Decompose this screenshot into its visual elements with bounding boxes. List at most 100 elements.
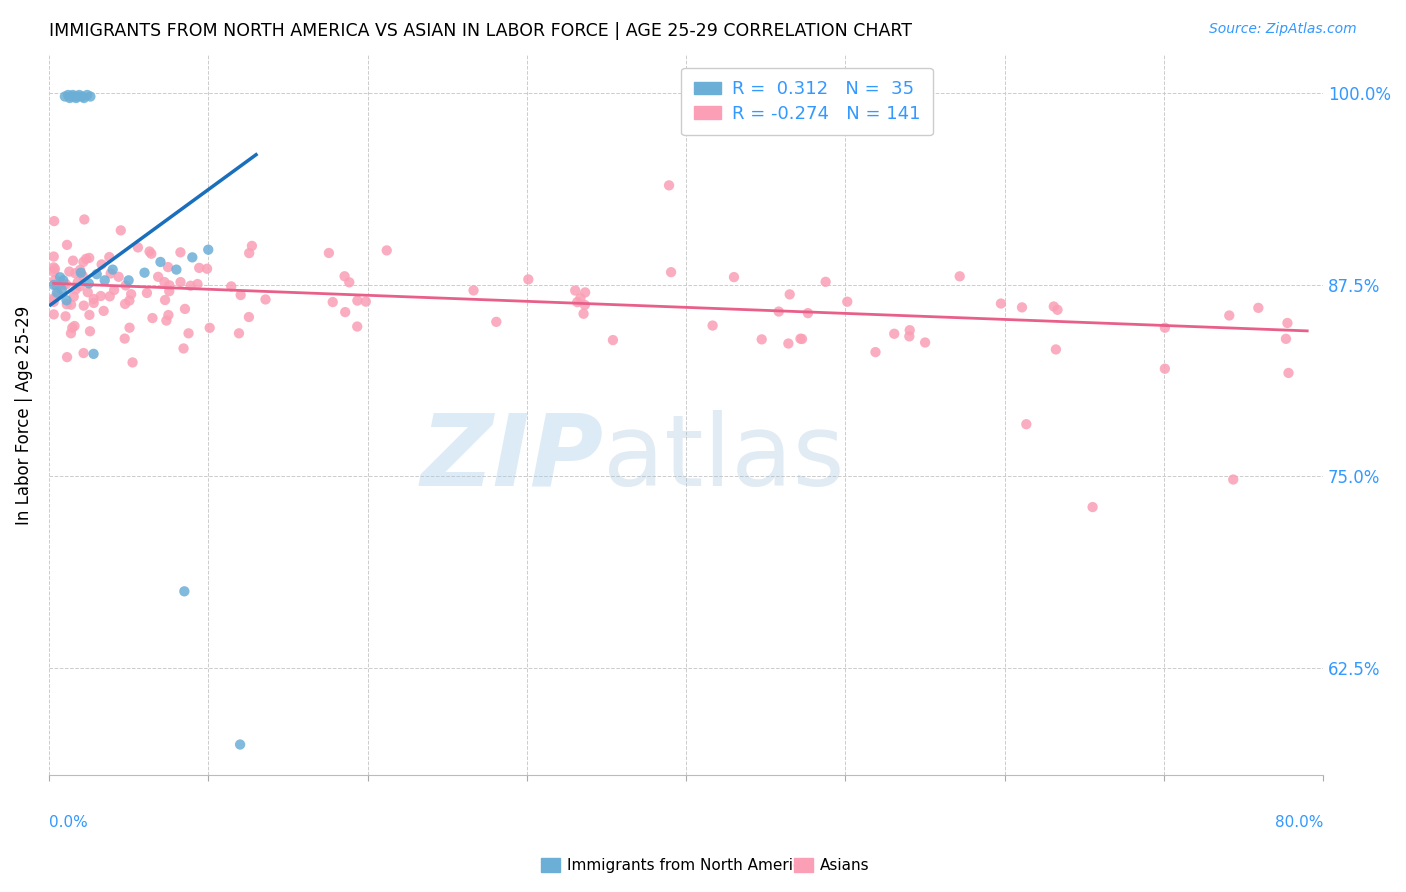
Point: [42, 265, 65, 279]
Point: [118, 293, 141, 308]
Point: [195, 261, 218, 276]
Point: [177, 326, 200, 341]
Point: [238, 310, 260, 324]
Point: [1154, 361, 1177, 376]
Point: [188, 260, 211, 275]
Point: [56, 350, 79, 364]
Point: [60, 320, 83, 334]
Point: [1046, 302, 1069, 317]
Point: [1015, 417, 1038, 432]
Point: [240, 239, 263, 253]
Point: [56, 87, 79, 102]
Point: [485, 315, 508, 329]
Point: [55, 277, 77, 292]
Point: [44, 214, 66, 228]
Point: [114, 278, 136, 293]
Point: [180, 278, 202, 293]
Point: [44, 262, 66, 277]
Point: [318, 246, 340, 260]
Point: [702, 318, 724, 333]
Point: [723, 270, 745, 285]
Point: [949, 269, 972, 284]
Point: [354, 294, 377, 309]
Point: [229, 738, 252, 752]
Point: [90, 257, 112, 271]
Point: [72, 255, 94, 269]
Point: [73, 299, 96, 313]
Point: [51, 283, 73, 297]
Point: [228, 326, 250, 341]
Point: [134, 266, 156, 280]
Point: [98, 250, 121, 264]
Point: [149, 255, 172, 269]
Point: [914, 335, 936, 350]
Point: [156, 260, 179, 274]
Point: [77, 251, 100, 265]
Point: [65, 91, 87, 105]
Point: [181, 251, 204, 265]
Point: [52, 273, 75, 287]
Point: [63, 266, 86, 280]
Point: [779, 287, 801, 301]
Point: [42, 277, 65, 292]
Point: [659, 265, 682, 279]
Point: [1043, 300, 1066, 314]
Point: [83, 296, 105, 310]
Point: [153, 275, 176, 289]
Point: [93, 304, 115, 318]
Point: [768, 304, 790, 318]
Text: atlas: atlas: [603, 409, 845, 507]
Point: [865, 345, 887, 359]
Point: [67, 87, 90, 102]
Point: [44, 273, 66, 287]
Point: [569, 291, 592, 305]
Point: [69, 279, 91, 293]
Point: [114, 332, 136, 346]
Legend: R =  0.312   N =  35, R = -0.274   N = 141: R = 0.312 N = 35, R = -0.274 N = 141: [682, 68, 934, 136]
Point: [59, 91, 82, 105]
Point: [157, 278, 180, 293]
Point: [77, 277, 100, 291]
Point: [157, 308, 180, 322]
Point: [898, 323, 921, 337]
Point: [98, 289, 121, 303]
Point: [66, 89, 89, 103]
Point: [117, 273, 139, 287]
Point: [101, 262, 124, 277]
Point: [90, 289, 112, 303]
Point: [574, 285, 596, 300]
Point: [65, 283, 87, 297]
Point: [1277, 316, 1299, 330]
Point: [186, 277, 208, 291]
Point: [141, 246, 163, 260]
Point: [79, 308, 101, 322]
Point: [814, 275, 837, 289]
Point: [56, 238, 79, 252]
Point: [337, 276, 360, 290]
Point: [45, 279, 67, 293]
Point: [778, 336, 800, 351]
Point: [73, 91, 96, 105]
Point: [127, 240, 149, 254]
Point: [219, 279, 242, 293]
Point: [42, 260, 65, 275]
Point: [1218, 309, 1240, 323]
Point: [173, 342, 195, 356]
Point: [375, 244, 398, 258]
Point: [333, 269, 356, 284]
Point: [602, 333, 624, 347]
Point: [83, 347, 105, 361]
Point: [100, 267, 122, 281]
Point: [197, 243, 219, 257]
Point: [658, 178, 681, 193]
Point: [62, 253, 84, 268]
Point: [69, 266, 91, 280]
Point: [72, 346, 94, 360]
Point: [42, 293, 65, 307]
Point: [69, 263, 91, 277]
Point: [52, 277, 75, 292]
Point: [141, 311, 163, 326]
Text: 80.0%: 80.0%: [1275, 814, 1323, 830]
Point: [198, 321, 221, 335]
Point: [60, 298, 83, 312]
